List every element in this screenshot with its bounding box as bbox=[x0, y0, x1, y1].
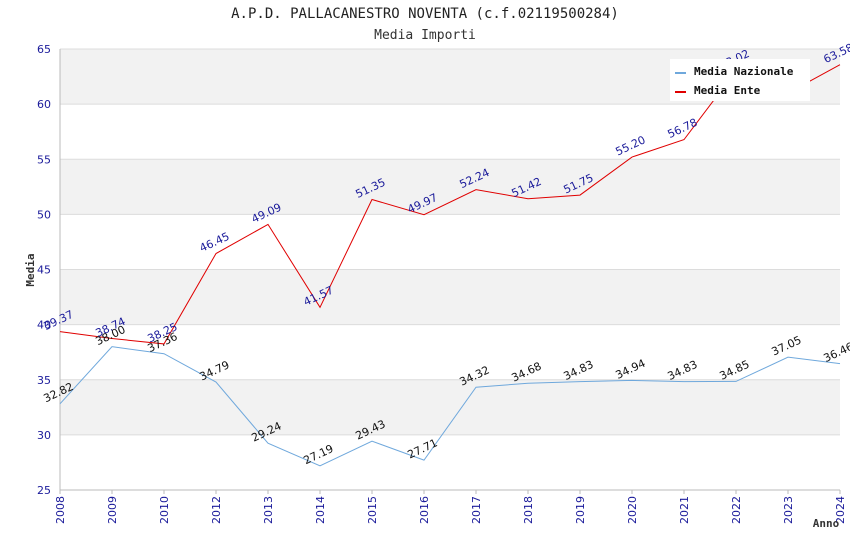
grid-band bbox=[60, 324, 840, 380]
grid-band bbox=[60, 434, 840, 490]
x-tick-label: 2013 bbox=[262, 496, 275, 524]
x-tick-label: 2012 bbox=[210, 496, 223, 524]
x-tick-label: 2024 bbox=[834, 496, 847, 524]
chart-subtitle: Media Importi bbox=[374, 28, 476, 43]
x-tick-label: 2015 bbox=[366, 496, 379, 524]
x-tick-label: 2010 bbox=[158, 496, 171, 524]
grid-band bbox=[60, 269, 840, 325]
legend: Media Nazionale Media Ente bbox=[670, 59, 810, 101]
legend-box bbox=[670, 59, 810, 101]
grid-band bbox=[60, 104, 840, 160]
x-tick-label: 2018 bbox=[522, 496, 535, 524]
y-tick-label: 35 bbox=[37, 374, 51, 387]
grid-band bbox=[60, 159, 840, 215]
x-tick-label: 2021 bbox=[678, 496, 691, 524]
x-tick-label: 2019 bbox=[574, 496, 587, 524]
y-tick-label: 50 bbox=[37, 208, 51, 221]
y-axis-label: Media bbox=[24, 253, 37, 286]
x-tick-label: 2009 bbox=[106, 496, 119, 524]
legend-label-nazionale: Media Nazionale bbox=[694, 65, 794, 78]
x-tick-label: 2020 bbox=[626, 496, 639, 524]
y-tick-label: 40 bbox=[37, 319, 51, 332]
series-line-ente bbox=[59, 64, 841, 345]
axes bbox=[59, 49, 841, 494]
grid-band bbox=[60, 379, 840, 435]
y-tick-label: 30 bbox=[37, 429, 51, 442]
y-tick-label: 55 bbox=[37, 153, 51, 166]
series-line-nazionale bbox=[59, 346, 841, 467]
y-tick-label: 60 bbox=[37, 98, 51, 111]
y-ticks: 25 30 35 40 45 50 55 60 65 bbox=[37, 43, 51, 497]
x-tick-label: 2022 bbox=[730, 496, 743, 524]
x-tick-label: 2016 bbox=[418, 496, 431, 524]
legend-label-ente: Media Ente bbox=[694, 84, 761, 97]
series-lines bbox=[59, 64, 841, 467]
grid-bands bbox=[60, 49, 840, 490]
y-tick-label: 25 bbox=[37, 484, 51, 497]
chart-title: A.P.D. PALLACANESTRO NOVENTA (c.f.021195… bbox=[231, 6, 619, 22]
x-tick-label: 2017 bbox=[470, 496, 483, 524]
x-tick-label: 2008 bbox=[54, 496, 67, 524]
y-tick-label: 65 bbox=[37, 43, 51, 56]
x-tick-label: 2014 bbox=[314, 496, 327, 524]
x-ticks: 2008 2009 2010 2012 2013 2014 2015 2016 2017 2018… bbox=[54, 496, 847, 524]
y-tick-label: 45 bbox=[37, 264, 51, 277]
x-axis-label: Anno bbox=[813, 517, 840, 530]
grid-band bbox=[60, 214, 840, 270]
x-tick-label: 2023 bbox=[782, 496, 795, 524]
